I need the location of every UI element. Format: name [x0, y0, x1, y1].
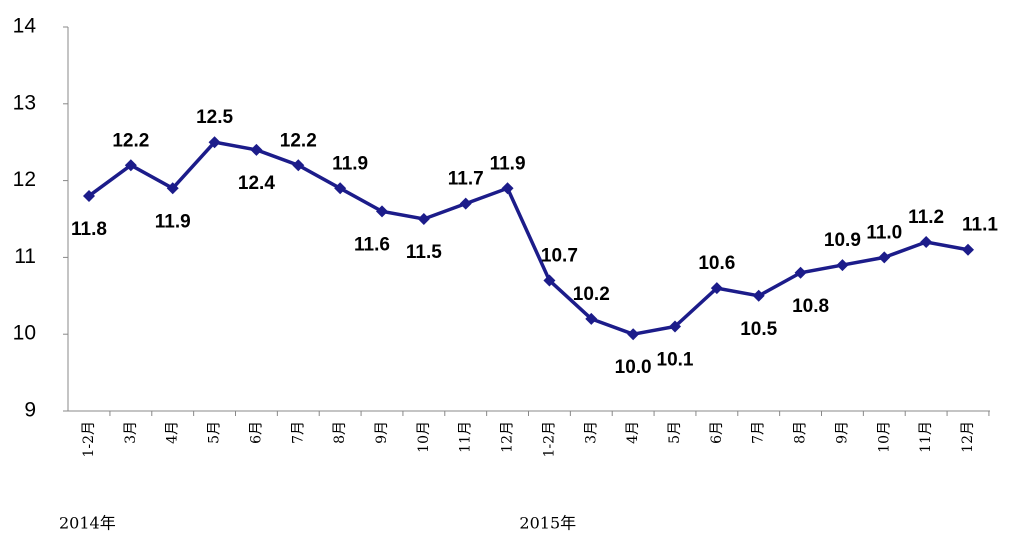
- x-tick-label: 1-2月: [81, 421, 97, 458]
- x-tick-label: 6月: [709, 421, 725, 444]
- value-label: 11.6: [354, 234, 390, 255]
- marker: [292, 159, 305, 172]
- marker: [585, 312, 598, 325]
- value-label: 10.1: [657, 350, 694, 371]
- marker: [752, 289, 765, 302]
- value-label: 10.0: [615, 357, 652, 378]
- x-tick-label: 6月: [248, 421, 264, 444]
- value-label: 11.5: [406, 242, 442, 263]
- marker: [920, 236, 933, 249]
- value-label: 11.9: [332, 153, 368, 174]
- x-tick-label: 10月: [876, 421, 892, 453]
- marker: [459, 197, 472, 210]
- marker: [543, 274, 556, 287]
- marker: [710, 282, 723, 295]
- marker: [836, 259, 849, 272]
- x-tick-label: 5月: [207, 421, 223, 444]
- x-tick-label: 4月: [625, 421, 641, 444]
- marker: [669, 320, 681, 333]
- marker: [376, 205, 388, 218]
- marker: [208, 136, 221, 149]
- marker: [124, 159, 137, 172]
- x-group-label: 2015年: [519, 514, 576, 533]
- x-tick-label: 12月: [500, 421, 516, 453]
- y-tick-label: 11: [14, 245, 36, 268]
- x-tick-label: 1-2月: [541, 421, 557, 458]
- value-label: 10.9: [824, 230, 861, 251]
- x-tick-label: 12月: [960, 421, 976, 453]
- x-tick-label: 9月: [374, 421, 390, 444]
- value-label: 12.2: [280, 130, 317, 151]
- marker: [417, 213, 430, 225]
- x-tick-label: 3月: [583, 421, 599, 444]
- x-tick-label: 11月: [458, 421, 474, 453]
- marker: [878, 251, 891, 264]
- value-label: 11.0: [866, 222, 902, 243]
- x-group-label: 2014年: [59, 514, 116, 533]
- x-tick-label: 7月: [751, 421, 767, 444]
- x-tick-label: 4月: [165, 421, 181, 444]
- y-tick-label: 10: [13, 322, 36, 345]
- data-line: [87, 140, 969, 337]
- x-tick-label: 5月: [667, 421, 683, 444]
- y-tick-label: 9: [24, 399, 36, 422]
- x-tick-label: 11月: [918, 421, 934, 453]
- value-label: 10.6: [698, 253, 735, 274]
- x-tick-label: 7月: [290, 421, 306, 444]
- marker: [250, 143, 263, 156]
- value-label: 11.1: [962, 215, 998, 236]
- value-label: 12.5: [196, 107, 233, 128]
- value-label: 11.9: [155, 211, 191, 232]
- value-label: 11.8: [71, 219, 107, 240]
- marker: [627, 328, 640, 341]
- value-label: 10.5: [740, 319, 777, 340]
- marker: [334, 182, 347, 195]
- marker: [166, 182, 179, 195]
- x-tick-label: 8月: [793, 421, 809, 444]
- x-tick-label: 9月: [834, 421, 850, 444]
- marker: [962, 243, 974, 256]
- value-label: 11.9: [490, 153, 526, 174]
- value-label: 10.7: [541, 245, 578, 266]
- value-label: 11.7: [448, 169, 484, 190]
- value-label: 12.4: [238, 173, 275, 194]
- value-label: 10.2: [573, 284, 610, 305]
- x-tick-label: 8月: [332, 421, 348, 444]
- x-tick-label: 3月: [123, 421, 139, 444]
- x-tick-label: 10月: [416, 421, 432, 453]
- value-label: 11.2: [908, 207, 944, 228]
- y-tick-label: 12: [13, 168, 36, 191]
- y-tick-label: 14: [13, 15, 37, 38]
- y-tick-label: 13: [13, 91, 36, 114]
- marker: [83, 189, 95, 202]
- value-label: 10.8: [792, 296, 829, 317]
- marker: [794, 266, 807, 279]
- marker: [501, 182, 514, 195]
- value-label: 12.2: [112, 130, 149, 151]
